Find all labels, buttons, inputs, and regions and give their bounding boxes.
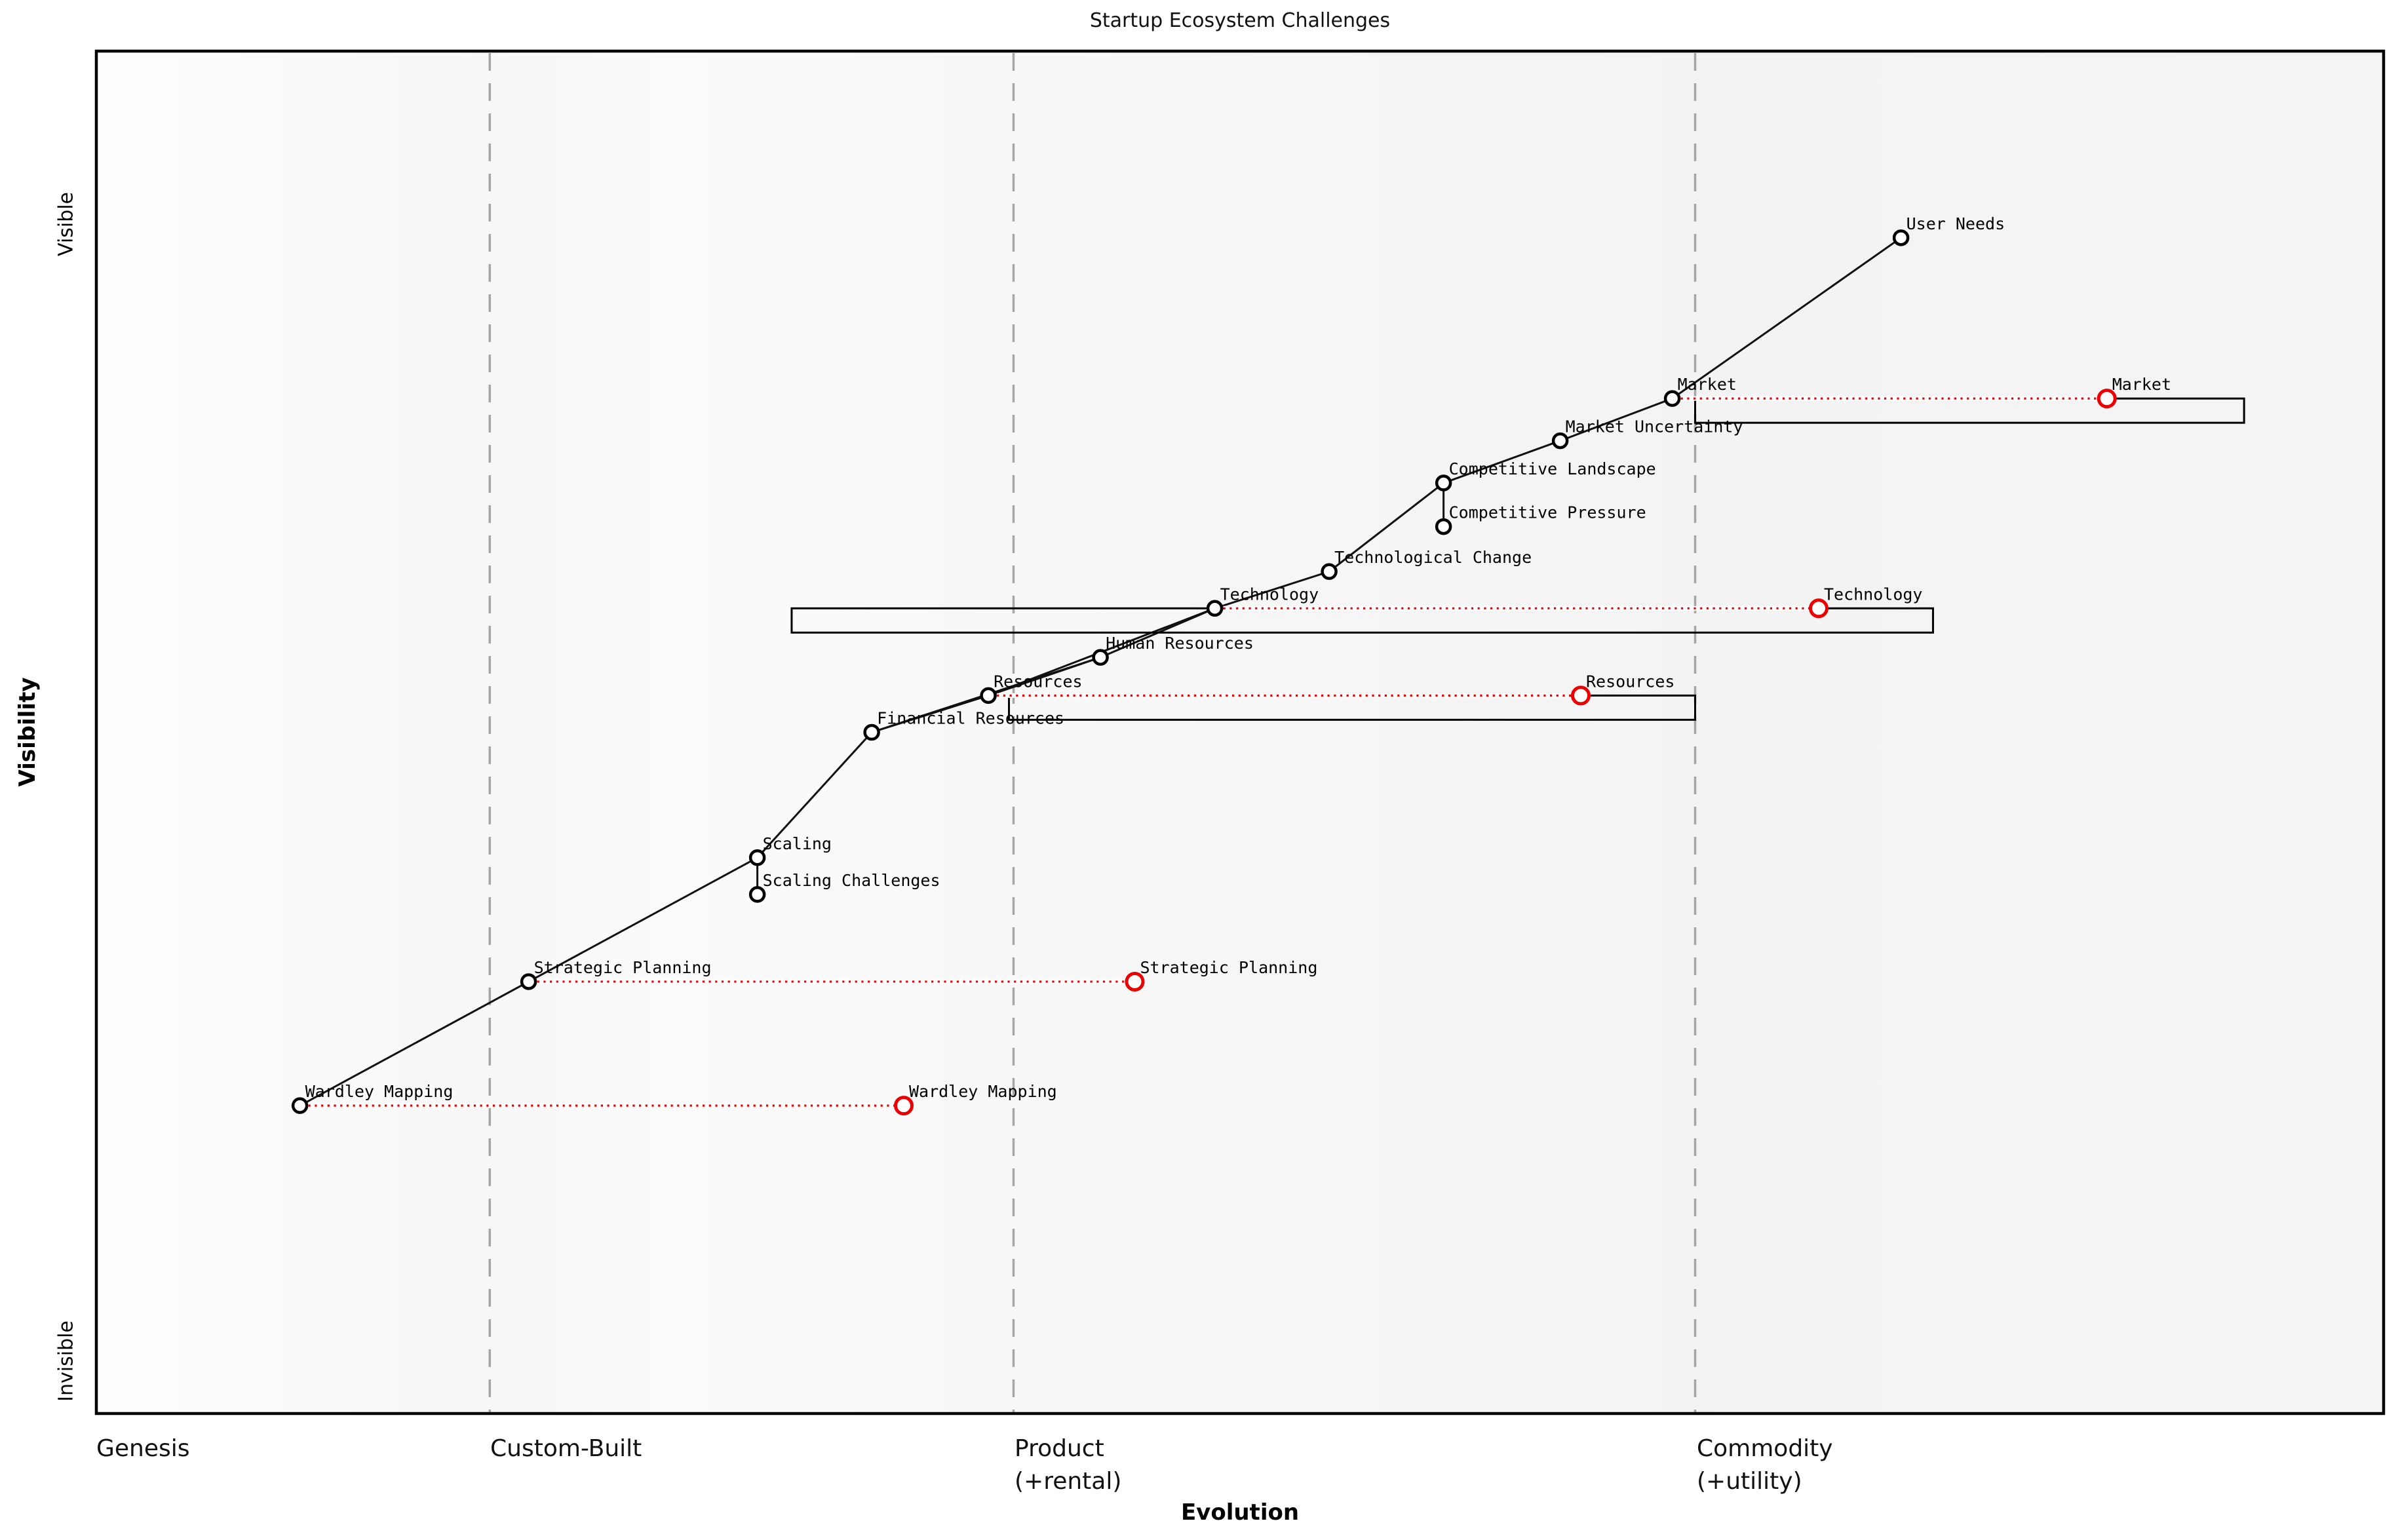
node-scaling <box>748 849 766 866</box>
node-label-user-needs: User Needs <box>1906 214 2005 233</box>
node-technology <box>1206 600 1224 617</box>
node-label-competitive-pressure: Competitive Pressure <box>1449 503 1646 522</box>
edge-technological-change--competitive-landscape <box>1328 482 1444 573</box>
node-market-uncertainty <box>1551 432 1569 450</box>
node-wardley-mapping <box>291 1097 309 1114</box>
node-label-scaling-challenges: Scaling Challenges <box>763 871 940 890</box>
node-label-wardley-mapping: Wardley Mapping <box>305 1082 454 1101</box>
node-label-technology: Technology <box>1220 585 1319 604</box>
evolved-node-technology <box>1808 598 1829 619</box>
edge-market-uncertainty--market <box>1560 397 1673 442</box>
stage-label-custom-built: Custom-Built <box>490 1435 642 1462</box>
edge-technology--technological-change <box>1214 570 1330 609</box>
plot-border <box>94 49 2386 1415</box>
evolved-node-resources <box>1571 685 1591 706</box>
evolved-node-market <box>2097 389 2117 409</box>
edge-market--user-needs <box>1671 237 1902 400</box>
node-human-resources <box>1092 649 1109 666</box>
node-scaling-challenges <box>748 886 766 903</box>
stage-label-commodity: Commodity (+utility) <box>1697 1435 1833 1495</box>
node-label-resources: Resources <box>994 672 1082 691</box>
node-technological-change <box>1321 563 1338 580</box>
node-financial-resources <box>863 723 880 741</box>
node-label-financial-resources: Financial Resources <box>877 709 1064 728</box>
x-axis-label: Evolution <box>1180 1499 1300 1526</box>
node-label-strategic-planning: Strategic Planning <box>534 958 712 977</box>
node-label-technological-change: Technological Change <box>1334 548 1532 567</box>
edge-competitive-landscape--market-uncertainty <box>1443 440 1561 484</box>
node-label-market-uncertainty: Market Uncertainty <box>1566 417 1743 436</box>
evolved-node-wardley-mapping <box>893 1096 914 1116</box>
edge-wardley-mapping--strategic-planning <box>299 980 530 1107</box>
node-user-needs <box>1892 229 1910 246</box>
evolved-node-strategic-planning <box>1125 971 1145 991</box>
evolved-node-label-technology: Technology <box>1824 585 1923 604</box>
stage-label-genesis: Genesis <box>96 1435 190 1462</box>
chart-title: Startup Ecosystem Challenges <box>1089 9 1391 32</box>
node-label-market: Market <box>1678 375 1737 394</box>
node-competitive-landscape <box>1435 474 1452 491</box>
node-market <box>1663 390 1681 407</box>
node-competitive-pressure <box>1435 518 1452 535</box>
node-strategic-planning <box>520 973 537 990</box>
plot-background <box>96 51 2384 1414</box>
node-label-human-resources: Human Resources <box>1106 634 1254 653</box>
evolved-node-label-strategic-planning: Strategic Planning <box>1140 958 1317 977</box>
evolved-node-label-wardley-mapping: Wardley Mapping <box>909 1082 1057 1101</box>
edge-scaling--financial-resources <box>756 731 873 858</box>
node-resources <box>980 687 997 704</box>
evolved-node-label-market: Market <box>2112 375 2171 394</box>
evolved-node-label-resources: Resources <box>1586 672 1674 691</box>
node-label-scaling: Scaling <box>763 834 832 853</box>
node-label-competitive-landscape: Competitive Landscape <box>1449 459 1656 478</box>
stage-label-product: Product (+rental) <box>1015 1435 1122 1495</box>
edge-strategic-planning--scaling <box>528 857 758 983</box>
